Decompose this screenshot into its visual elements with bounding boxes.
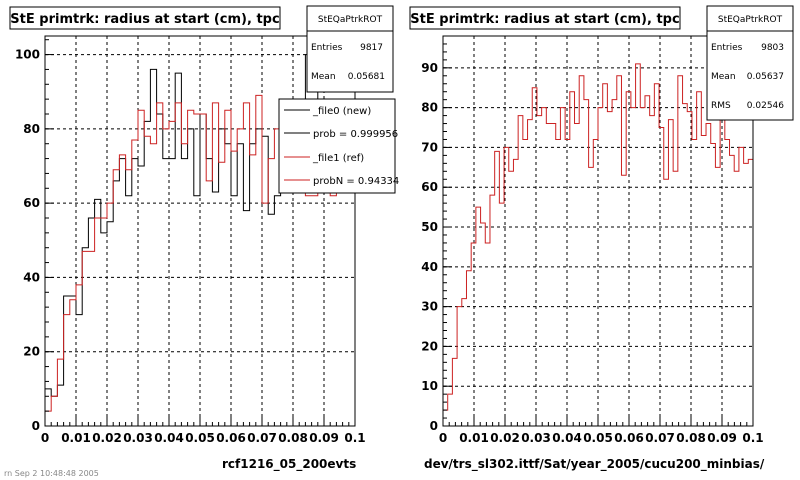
right-y-tick-label-9: 90 <box>421 61 438 75</box>
right-stats-box: StEQaPtrkROT Entries 9803 Mean 0.05637 R… <box>706 5 794 121</box>
right-y-tick-label-8: 80 <box>421 101 438 115</box>
right-x-tick-label-5: 0.05 <box>583 431 613 445</box>
right-x-tick-label-8: 0.08 <box>676 431 706 445</box>
left-stats-entries-value: 9817 <box>360 43 383 53</box>
left-histogram-panel: 0 0.01 0.02 0.03 0.04 0.05 0.06 0.07 0.08 0.09 0.1… <box>9 5 406 472</box>
legend-box: _file0 (new) prob = 0.999956 _file1 (ref… <box>278 98 406 194</box>
left-x-tick-label-4: 0.04 <box>154 431 184 445</box>
right-stats-mean-label: Mean <box>711 72 736 82</box>
left-x-tick-label-6: 0.06 <box>216 431 246 445</box>
left-stats-mean-label: Mean <box>311 72 336 82</box>
left-axis-ticks: 0 0.01 0.02 0.03 0.04 0.05 0.06 0.07 0.08 0.09 0.1… <box>15 39 366 445</box>
right-x-tick-label-6: 0.06 <box>614 431 644 445</box>
right-x-tick-label-7: 0.07 <box>645 431 675 445</box>
right-y-tick-label-6: 60 <box>421 180 438 194</box>
left-x-tick-label-3: 0.03 <box>123 431 153 445</box>
left-stats-box: StEQaPtrkROT Entries 9817 Mean 0.05681 <box>306 5 394 93</box>
left-y-tick-label-4: 80 <box>23 122 40 136</box>
left-x-tick-label-9: 0.09 <box>309 431 339 445</box>
right-y-tick-label-3: 30 <box>421 300 438 314</box>
right-x-tick-label-4: 0.04 <box>552 431 582 445</box>
right-histogram-series-0 <box>442 63 753 426</box>
left-title-box: StE primtrk: radius at start (cm), tpc <box>9 6 281 30</box>
right-y-tick-label-0: 0 <box>430 419 438 433</box>
right-x-tick-label-10: 0.1 <box>742 431 763 445</box>
right-stats-rms-value: 0.02546 <box>747 101 784 111</box>
left-x-tick-label-10: 0.1 <box>344 431 365 445</box>
right-x-tick-label-3: 0.03 <box>521 431 551 445</box>
left-y-tick-label-5: 100 <box>15 48 40 62</box>
right-x-label: dev/trs_sl302.ittf/Sat/year_2005/cucu200… <box>424 457 765 472</box>
right-series <box>442 63 753 426</box>
left-y-tick-label-3: 60 <box>23 196 40 210</box>
left-x-tick-label-5: 0.05 <box>185 431 215 445</box>
right-y-tick-label-5: 50 <box>421 220 438 234</box>
left-x-tick-label-8: 0.08 <box>278 431 308 445</box>
right-y-tick-label-2: 20 <box>421 339 438 353</box>
right-title: StE primtrk: radius at start (cm), tpc <box>410 12 679 27</box>
left-stats-mean-value: 0.05681 <box>348 72 385 82</box>
left-x-label: rcf1216_05_200evts <box>222 457 356 472</box>
left-x-tick-label-0: 0 <box>41 431 49 445</box>
left-y-tick-label-2: 40 <box>23 270 40 284</box>
legend-entry-file0: _file0 (new) <box>312 106 371 117</box>
right-grid <box>443 36 753 426</box>
right-stats-entries-label: Entries <box>711 43 743 53</box>
right-y-tick-label-4: 40 <box>421 260 438 274</box>
right-stats-rms-label: RMS <box>711 101 731 111</box>
left-y-tick-label-0: 0 <box>32 419 40 433</box>
left-stats-entries-label: Entries <box>311 43 343 53</box>
footer-timestamp: rn Sep 2 10:48:48 2005 <box>4 469 99 478</box>
left-title: StE primtrk: radius at start (cm), tpc <box>10 12 279 27</box>
legend-entry-file1: _file1 (ref) <box>312 153 364 164</box>
left-y-tick-label-1: 20 <box>23 345 40 359</box>
left-stats-name: StEQaPtrkROT <box>318 15 383 25</box>
right-y-tick-label-7: 70 <box>421 140 438 154</box>
right-title-box: StE primtrk: radius at start (cm), tpc <box>409 6 681 30</box>
legend-entry-probN: probN = 0.943345 <box>313 176 406 187</box>
right-x-tick-label-9: 0.09 <box>707 431 737 445</box>
right-x-tick-label-2: 0.02 <box>490 431 520 445</box>
right-axis-ticks: 0 0.01 0.02 0.03 0.04 0.05 0.06 0.07 0.08 0.09 0.1… <box>421 35 764 445</box>
right-y-tick-label-1: 10 <box>421 379 438 393</box>
right-histogram-panel: 0 0.01 0.02 0.03 0.04 0.05 0.06 0.07 0.08 0.09 0.1… <box>400 0 800 480</box>
right-stats-name: StEQaPtrkROT <box>718 15 783 25</box>
left-x-tick-label-1: 0.01 <box>61 431 91 445</box>
right-x-tick-label-0: 0 <box>439 431 447 445</box>
left-x-tick-label-7: 0.07 <box>247 431 277 445</box>
right-stats-entries-value: 9803 <box>761 43 784 53</box>
legend-entry-prob: prob = 0.999956 <box>313 129 398 140</box>
right-stats-mean-value: 0.05637 <box>747 72 784 82</box>
left-x-tick-label-2: 0.02 <box>92 431 122 445</box>
right-x-tick-label-1: 0.01 <box>459 431 489 445</box>
